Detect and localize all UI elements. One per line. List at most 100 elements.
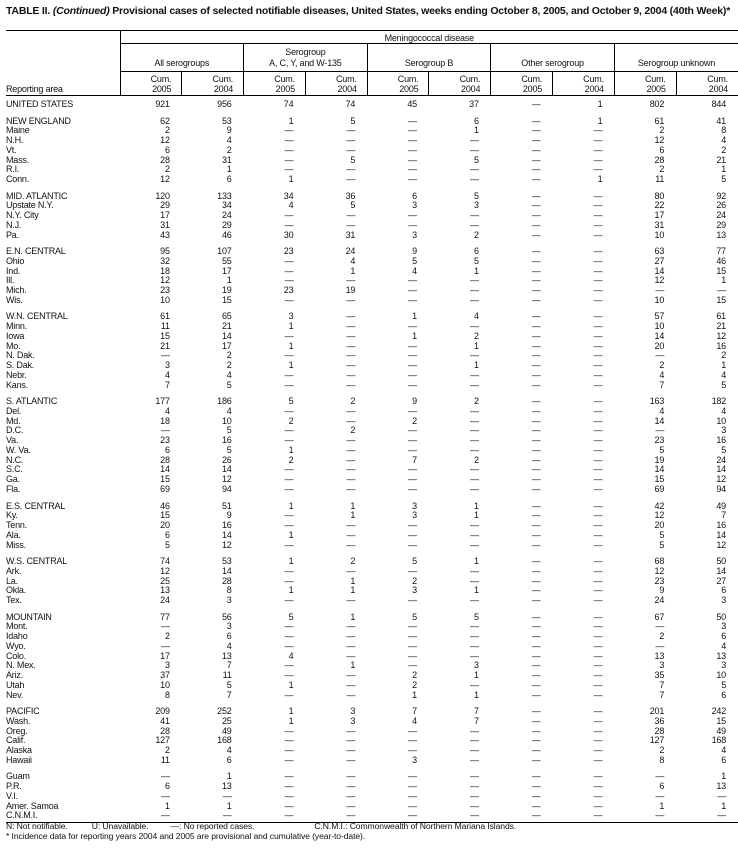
- value-cell: 1: [350, 611, 356, 622]
- table-row: Hawaii 11 6 — — 3 — — — 8 6: [6, 754, 738, 766]
- value-cell: 15: [716, 715, 726, 726]
- value-cell: —: [531, 454, 541, 465]
- value-cell: 13: [160, 585, 170, 596]
- value-cell: —: [160, 350, 170, 361]
- value-cell: 26: [221, 454, 232, 465]
- value-cell: —: [593, 529, 603, 540]
- value-cell: 5: [473, 190, 479, 201]
- value-cell: 16: [716, 340, 726, 351]
- reporting-area-cell: Wis.: [6, 294, 23, 305]
- reporting-area-cell: N.H.: [6, 135, 24, 146]
- value-cell: —: [531, 800, 541, 811]
- value-cell: —: [284, 565, 294, 576]
- value-cell: —: [531, 285, 541, 296]
- value-cell: —: [284, 539, 294, 550]
- table-row: Upstate N.Y. 29 34 4 5 3 3 — — 22 26: [6, 201, 738, 211]
- value-cell: 1: [473, 510, 479, 521]
- reporting-area-cell: W. Va.: [6, 444, 31, 455]
- value-cell: 4: [226, 135, 232, 146]
- table-row: Conn. 12 6 1— — — —1 11 5: [6, 174, 738, 185]
- value-cell: 1: [288, 360, 294, 371]
- table-row: Nebr. 4 4 — — — — — — 4 4: [6, 369, 738, 381]
- value-cell: —: [469, 415, 479, 426]
- table-row: Utah 10 5 1 — 2 — — — 7 5: [6, 679, 738, 691]
- value-cell: 2: [659, 164, 665, 175]
- value-cell: —: [593, 311, 603, 322]
- value-cell: —: [408, 435, 417, 446]
- value-cell: —: [531, 435, 541, 446]
- value-cell: 80: [654, 190, 665, 201]
- value-cell: 7: [473, 706, 479, 717]
- value-cell: 1: [226, 275, 232, 286]
- value-cell: —: [531, 275, 541, 286]
- value-cell: 5: [226, 379, 232, 390]
- value-cell: —: [408, 800, 417, 811]
- value-cell: 5: [350, 154, 356, 165]
- value-cell: —: [346, 174, 356, 185]
- reporting-area-cell: Ky.: [6, 510, 18, 521]
- value-cell: —: [469, 565, 479, 576]
- reporting-area-cell: C.N.M.I.: [6, 810, 120, 824]
- value-cell: 8: [721, 125, 726, 136]
- value-cell: —: [346, 781, 356, 792]
- value-cell: —: [531, 210, 541, 221]
- value-cell: 5: [473, 255, 479, 266]
- value-cell: —: [593, 595, 603, 606]
- value-cell: 17: [160, 210, 170, 221]
- value-cell: 1: [288, 444, 294, 455]
- reporting-area-cell: N.Y. City: [6, 210, 39, 221]
- value-cell: 31: [221, 154, 232, 165]
- value-cell: 3: [412, 585, 417, 596]
- value-cell: —: [614, 810, 677, 824]
- value-cell: 5: [721, 679, 726, 690]
- value-cell: 15: [716, 265, 726, 276]
- reporting-area-cell: Alaska: [6, 745, 32, 756]
- value-cell: 24: [716, 210, 726, 221]
- value-cell: —: [346, 444, 356, 455]
- value-cell: —: [593, 125, 603, 136]
- value-cell: 10: [221, 415, 232, 426]
- value-cell: —: [593, 539, 603, 550]
- value-cell: —: [531, 164, 541, 175]
- reporting-area-cell: Miss.: [6, 539, 26, 550]
- reporting-area-cell: MID. ATLANTIC: [6, 190, 68, 201]
- value-cell: 3: [412, 754, 417, 765]
- value-cell: —: [408, 781, 417, 792]
- value-cell: 1: [597, 99, 603, 109]
- value-cell: —: [531, 125, 541, 136]
- value-cell: 1: [721, 164, 726, 175]
- value-cell: 5: [659, 539, 665, 550]
- value-cell: 4: [659, 369, 665, 380]
- value-cell: 21: [716, 321, 726, 332]
- value-cell: 12: [654, 565, 665, 576]
- value-cell: —: [531, 640, 541, 651]
- value-cell: 3: [721, 621, 726, 632]
- value-cell: —: [531, 621, 541, 632]
- value-cell: —: [284, 640, 294, 651]
- value-cell: —: [531, 611, 541, 622]
- value-cell: —: [284, 255, 294, 266]
- value-cell: —: [284, 790, 294, 801]
- value-cell: —: [284, 379, 294, 390]
- reporting-area-cell: La.: [6, 575, 18, 586]
- value-cell: —: [531, 415, 541, 426]
- value-cell: —: [593, 650, 603, 661]
- value-cell: —: [717, 790, 726, 801]
- value-cell: —: [469, 771, 479, 782]
- table-row: Colo. 17 13 4 — — — — — 13 13: [6, 650, 738, 662]
- value-cell: —: [284, 781, 294, 792]
- value-cell: —: [346, 415, 356, 426]
- value-cell: —: [408, 219, 417, 230]
- value-cell: 31: [345, 229, 356, 240]
- value-cell: 12: [221, 539, 232, 550]
- value-cell: 13: [716, 650, 726, 661]
- value-cell: —: [160, 790, 170, 801]
- table-row: Del. 4 4 — — — — — — 4 4: [6, 406, 738, 417]
- legend-cnmi: C.N.M.I.: Commonwealth of Northern Maria…: [314, 821, 517, 831]
- value-cell: —: [469, 210, 479, 221]
- value-cell: 12: [160, 135, 170, 146]
- value-cell: 3: [350, 706, 356, 717]
- value-cell: 50: [716, 611, 726, 622]
- value-cell: 10: [160, 679, 170, 690]
- value-cell: 1: [350, 265, 356, 276]
